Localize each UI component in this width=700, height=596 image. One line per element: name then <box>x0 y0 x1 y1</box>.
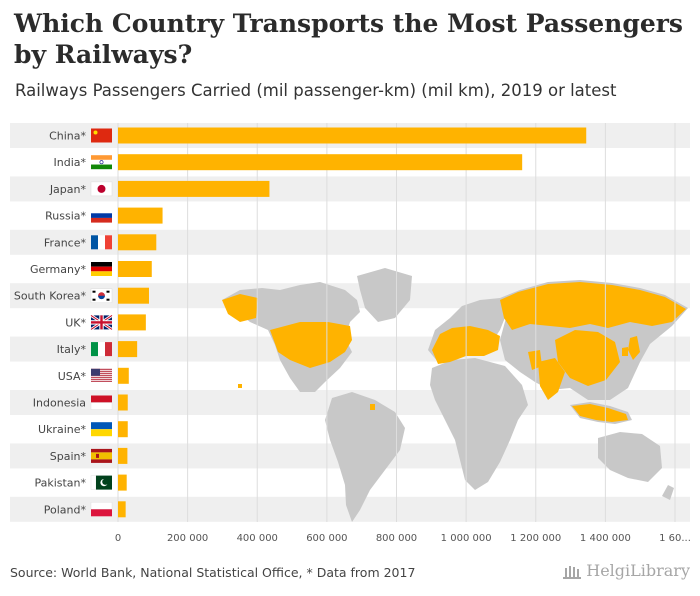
chart-title: Which Country Transports the Most Passen… <box>14 9 683 69</box>
flag-poland-icon <box>90 502 113 517</box>
map-usa <box>270 322 352 368</box>
bar <box>118 127 587 144</box>
flag-india-icon <box>91 155 112 170</box>
bar-chart: China* India* Japan* Russia* France* Germany*… <box>10 123 691 544</box>
bar <box>118 447 128 464</box>
map-marker-2 <box>370 404 375 410</box>
flag-italy-icon <box>91 342 112 357</box>
x-tick-label: 400 000 <box>237 533 278 544</box>
category-label: USA* <box>58 370 87 383</box>
logo-text: HelgiLibrary <box>586 561 690 580</box>
bar <box>118 394 128 411</box>
map-south-korea <box>622 347 628 356</box>
category-labels: China* India* Japan* Russia* France* Germany*… <box>14 128 113 517</box>
source-note: Source: World Bank, National Statistical… <box>10 565 416 580</box>
flag-china-icon <box>91 128 112 143</box>
map-indonesia <box>572 404 628 422</box>
bar <box>118 367 129 384</box>
category-label: Indonesia <box>33 397 86 410</box>
category-label: Italy* <box>57 343 87 356</box>
bar <box>118 180 270 197</box>
world-map <box>222 268 688 522</box>
category-label: Ukraine* <box>38 423 86 436</box>
category-label: China* <box>49 130 86 143</box>
bars <box>118 127 587 518</box>
map-china <box>555 330 620 386</box>
category-label: Russia* <box>45 210 86 223</box>
map-japan <box>628 336 640 360</box>
flag-uk-icon <box>90 314 113 331</box>
bar <box>118 421 128 438</box>
category-label: Pakistan* <box>34 477 86 490</box>
library-building-icon <box>563 565 582 579</box>
flag-france-icon <box>91 235 112 250</box>
flag-usa-icon <box>91 368 112 382</box>
flag-germany-icon <box>91 262 112 276</box>
bar <box>118 234 157 251</box>
category-label: India* <box>54 156 87 169</box>
category-label: Poland* <box>44 503 87 516</box>
flag-russia-icon <box>91 208 112 223</box>
bar <box>118 287 149 304</box>
category-label: South Korea* <box>14 290 87 303</box>
category-label: Germany* <box>30 263 87 276</box>
category-label: Japan* <box>49 183 87 196</box>
map-india <box>538 358 565 400</box>
x-tick-label: 1 000 000 <box>441 533 492 544</box>
bar <box>118 474 127 491</box>
map-russia <box>500 282 686 330</box>
x-tick-labels: 0 200 000 400 000 600 000 800 000 1 000 000 1 … <box>115 533 691 544</box>
bar <box>118 154 523 171</box>
category-label: France* <box>44 236 87 249</box>
flag-pakistan-icon <box>90 475 112 490</box>
flag-indonesia-icon <box>90 395 113 410</box>
bar <box>118 341 138 358</box>
x-tick-label: 0 <box>115 533 121 544</box>
highlighted-countries <box>222 282 686 422</box>
x-tick-label: 600 000 <box>306 533 347 544</box>
x-tick-label: 1 400 000 <box>580 533 631 544</box>
flag-south-korea-icon <box>90 288 113 303</box>
helgi-library-logo: HelgiLibrary <box>562 561 690 580</box>
x-tick-label: 200 000 <box>167 533 208 544</box>
x-tick-label: 1 60... <box>659 533 691 544</box>
bar <box>118 314 146 331</box>
bar <box>118 261 152 277</box>
category-label: UK* <box>65 316 86 329</box>
chart-subtitle: Railways Passengers Carried (mil passeng… <box>15 81 617 100</box>
bar <box>118 501 126 518</box>
flag-japan-icon <box>90 181 113 197</box>
map-alaska <box>222 294 258 322</box>
category-label: Spain* <box>50 450 87 463</box>
map-marker-1 <box>238 384 242 388</box>
bar <box>118 207 163 224</box>
map-pakistan <box>528 350 542 370</box>
x-tick-label: 1 200 000 <box>510 533 561 544</box>
flag-ukraine-icon <box>91 422 112 437</box>
x-tick-label: 800 000 <box>376 533 417 544</box>
flag-spain-icon <box>91 448 112 463</box>
